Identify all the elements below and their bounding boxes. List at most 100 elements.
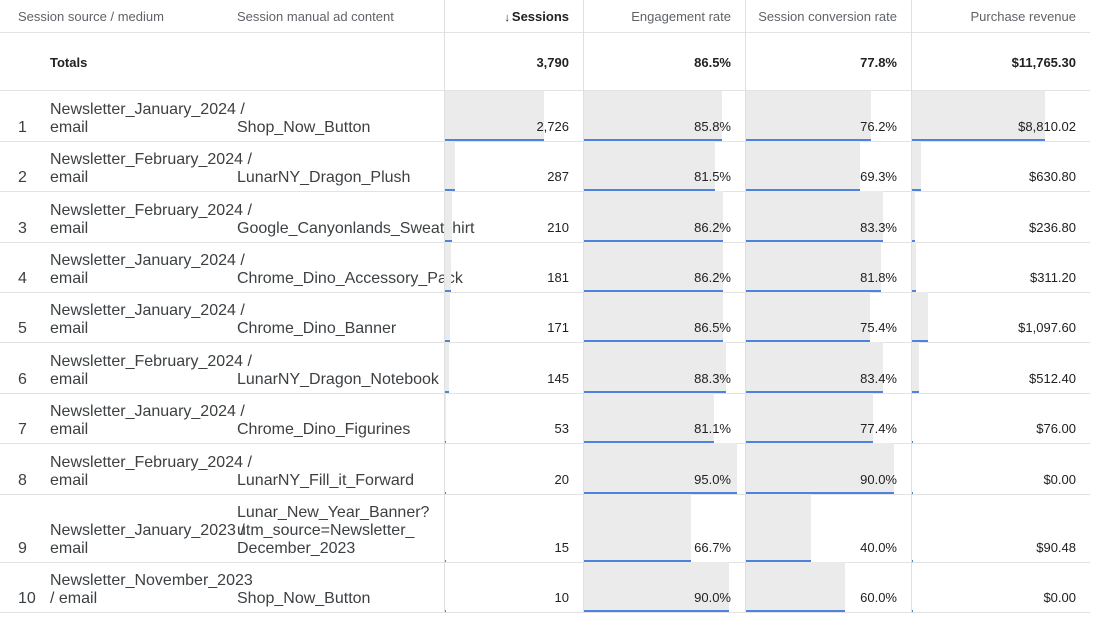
- table-row[interactable]: 3 Newsletter_February_2024 /email Google_C…: [0, 191, 1090, 243]
- header-engagement[interactable]: Engagement rate: [583, 0, 745, 32]
- row-source-medium[interactable]: Newsletter_February_2024 /email: [50, 353, 252, 389]
- conversion-bar: [745, 292, 870, 342]
- engagement-value: 86.2%: [694, 270, 731, 285]
- row-source-medium[interactable]: Newsletter_January_2024 /email: [50, 252, 245, 288]
- totals-label: Totals: [50, 55, 88, 70]
- conversion-bar: [745, 141, 860, 191]
- conversion-bar-line: [745, 189, 860, 191]
- engagement-value: 81.1%: [694, 421, 731, 436]
- cell-sessions: 287: [444, 141, 583, 191]
- conversion-value: 75.4%: [860, 320, 897, 335]
- table-row[interactable]: 2 Newsletter_February_2024 /email LunarNY_…: [0, 141, 1090, 192]
- cell-conversion: 76.2%: [745, 91, 911, 141]
- ad-content-line: LunarNY_Dragon_Notebook: [237, 371, 439, 388]
- conversion-bar: [745, 393, 873, 443]
- revenue-bar-line: [911, 391, 919, 393]
- cell-engagement: 90.0%: [583, 562, 745, 612]
- conversion-value: 83.3%: [860, 220, 897, 235]
- sessions-value: 287: [547, 169, 569, 184]
- cell-engagement: 86.2%: [583, 191, 745, 242]
- conversion-bar-line: [745, 391, 883, 393]
- row-source-medium[interactable]: Newsletter_February_2024 /email: [50, 454, 252, 490]
- row-ad-content: Google_Canyonlands_Sweatshirt: [237, 220, 474, 238]
- row-source-medium[interactable]: Newsletter_November_2023/ email: [50, 572, 253, 608]
- table-row[interactable]: 1 Newsletter_January_2024 /email Shop_Now_…: [0, 91, 1090, 142]
- table-row[interactable]: 9 Newsletter_January_2023 /email Lunar_New…: [0, 494, 1090, 563]
- ad-content-line: Shop_Now_Button: [237, 590, 371, 607]
- source-line-2: / email: [50, 590, 98, 607]
- table-row[interactable]: 6 Newsletter_February_2024 /email LunarNY_…: [0, 342, 1090, 394]
- source-line-2: email: [50, 421, 89, 438]
- cell-sessions: 145: [444, 342, 583, 393]
- totals-engagement: 86.5%: [694, 55, 731, 70]
- header-sessions[interactable]: ↓ Sessions: [444, 0, 583, 32]
- row-index: 4: [18, 270, 27, 287]
- sessions-value: 15: [554, 540, 569, 555]
- revenue-bar-line: [911, 560, 913, 562]
- row-ad-content: Shop_Now_Button: [237, 119, 370, 137]
- row-source-medium[interactable]: Newsletter_January_2024 /email: [50, 302, 245, 338]
- engagement-value: 86.2%: [694, 220, 731, 235]
- engagement-bar-line: [583, 560, 691, 562]
- engagement-bar-line: [583, 492, 737, 494]
- cell-sessions: 171: [444, 292, 583, 342]
- ad-content-line: Chrome_Dino_Figurines: [237, 421, 411, 438]
- revenue-bar-line: [911, 492, 913, 494]
- revenue-value: $0.00: [1043, 472, 1076, 487]
- engagement-value: 86.5%: [694, 320, 731, 335]
- sessions-bar: [444, 91, 544, 141]
- row-source-medium[interactable]: Newsletter_February_2024 /email: [50, 202, 252, 238]
- ad-content-line: December_2023: [237, 540, 356, 557]
- sessions-value: 53: [554, 421, 569, 436]
- source-line-1: Newsletter_November_2023: [50, 572, 253, 589]
- engagement-value: 95.0%: [694, 472, 731, 487]
- cell-engagement: 66.7%: [583, 494, 745, 562]
- revenue-value: $76.00: [1036, 421, 1076, 436]
- row-source-medium[interactable]: Newsletter_February_2024 /email: [50, 151, 252, 187]
- row-ad-content: Chrome_Dino_Accessory_Pack: [237, 270, 463, 288]
- cell-revenue: $512.40: [911, 342, 1090, 393]
- row-ad-content: Shop_Now_Button: [237, 590, 370, 608]
- row-source-medium[interactable]: Newsletter_January_2023 /email: [50, 522, 245, 558]
- cell-sessions: 53: [444, 393, 583, 443]
- ad-content-line: Chrome_Dino_Banner: [237, 320, 397, 337]
- sessions-value: 210: [547, 220, 569, 235]
- table-row[interactable]: 7 Newsletter_January_2024 /email Chrome_Di…: [0, 393, 1090, 444]
- header-revenue[interactable]: Purchase revenue: [911, 0, 1090, 32]
- totals-row: Totals 3,790 86.5% 77.8% $11,765.30: [0, 32, 1090, 91]
- revenue-value: $8,810.02: [1018, 119, 1076, 134]
- row-index: 3: [18, 220, 27, 237]
- conversion-bar-line: [745, 441, 873, 443]
- row-index: 6: [18, 371, 27, 388]
- cell-revenue: $0.00: [911, 562, 1090, 612]
- revenue-bar-line: [911, 610, 913, 612]
- conversion-bar: [745, 443, 894, 494]
- cell-conversion: 77.4%: [745, 393, 911, 443]
- cell-engagement: 88.3%: [583, 342, 745, 393]
- ad-content-line: Lunar_New_Year_Banner?: [237, 504, 430, 521]
- sessions-bar-line: [444, 441, 446, 443]
- totals-sessions: 3,790: [536, 55, 569, 70]
- table-row[interactable]: 5 Newsletter_January_2024 /email Chrome_Di…: [0, 292, 1090, 343]
- source-line-1: Newsletter_January_2023 /: [50, 522, 245, 539]
- engagement-value: 81.5%: [694, 169, 731, 184]
- engagement-bar: [583, 494, 691, 562]
- header-conversion[interactable]: Session conversion rate: [745, 0, 911, 32]
- row-source-medium[interactable]: Newsletter_January_2024 /email: [50, 101, 245, 137]
- table-row[interactable]: 10 Newsletter_November_2023/ email Shop_No…: [0, 562, 1090, 613]
- cell-revenue: $236.80: [911, 191, 1090, 242]
- conversion-bar-line: [745, 610, 845, 612]
- cell-sessions: 181: [444, 242, 583, 292]
- header-ad-content[interactable]: Session manual ad content: [225, 0, 444, 32]
- conversion-value: 81.8%: [860, 270, 897, 285]
- row-source-medium[interactable]: Newsletter_January_2024 /email: [50, 403, 245, 439]
- table-row[interactable]: 8 Newsletter_February_2024 /email LunarNY_…: [0, 443, 1090, 495]
- header-source[interactable]: Session source / medium: [0, 0, 225, 32]
- row-index: 5: [18, 320, 27, 337]
- engagement-bar: [583, 393, 714, 443]
- revenue-bar: [911, 242, 916, 292]
- revenue-bar: [911, 292, 928, 342]
- header-row: Session source / medium Session manual a…: [0, 0, 1090, 33]
- revenue-value: $1,097.60: [1018, 320, 1076, 335]
- table-row[interactable]: 4 Newsletter_January_2024 /email Chrome_Di…: [0, 242, 1090, 293]
